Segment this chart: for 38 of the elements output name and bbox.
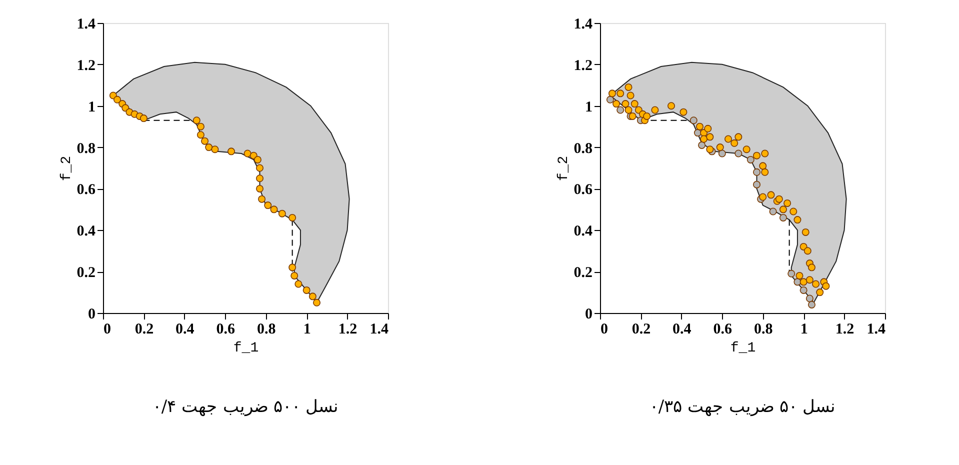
y-tick-label: 0.2 [574,265,592,282]
y-tick-label: 0.2 [76,265,96,282]
x-tick-label: 0.4 [672,322,692,338]
y-tick-label: 0.8 [574,140,592,157]
x-tick-label: 1 [800,322,808,338]
x-tick-label: 1 [303,322,311,338]
x-axis-title: f_1 [233,340,259,356]
text: نسل ۵۰۰ ضریب جهت ۰/۴ [152,397,339,417]
x-tick-label: 1.4 [866,322,886,338]
x-tick-label: 0 [104,322,111,338]
y-tick-label: 0.6 [574,182,593,198]
x-tick-label: 0.2 [134,322,154,338]
y-tick-label: 1.2 [76,58,96,74]
y-tick-label: 0.6 [76,182,96,198]
x-tick-label: 1.2 [338,322,358,338]
x-axis-title: f_1 [730,340,756,356]
x-tick-label: 0.2 [632,322,651,338]
x-tick-label: 0.8 [754,322,773,338]
y-tick-label: 0 [88,306,96,322]
y-tick-label: 1 [88,99,96,116]
y-tick-label: 0.4 [574,224,593,240]
x-tick-label: 0.8 [256,322,276,338]
x-tick-label: 1.4 [370,322,389,338]
y-tick-label: 1.2 [574,58,592,74]
x-tick-label: 0 [600,322,608,338]
y-tick-label: 1.4 [574,16,593,32]
y-axis-title: f_2 [58,156,75,182]
y-tick-label: 1.4 [76,16,96,32]
x-tick-label: 0.6 [713,322,733,338]
x-tick-label: 0.4 [176,322,195,338]
text: نسل ۵۰ ضریب جهت ۰/۳۵ [649,397,836,417]
y-axis-title: f_2 [556,156,572,182]
x-tick-label: 0.6 [216,322,236,338]
y-tick-label: 0.4 [76,224,96,240]
x-tick-label: 1.2 [835,322,854,338]
y-tick-label: 0.8 [76,140,96,157]
y-tick-label: 1 [585,99,592,116]
y-tick-label: 0 [585,306,592,322]
